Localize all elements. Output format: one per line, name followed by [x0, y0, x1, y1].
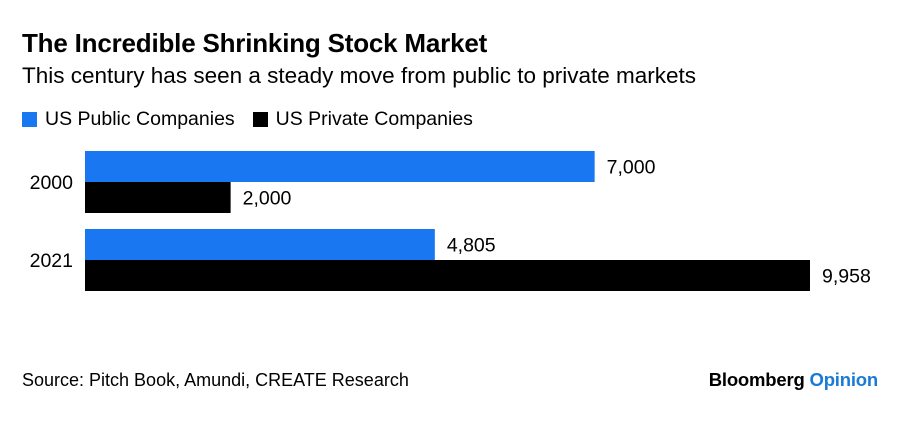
legend-item-private: US Private Companies: [252, 108, 473, 131]
chart-subtitle: This century has seen a steady move from…: [22, 63, 697, 88]
data-label-private-2021: 9,958: [822, 266, 871, 288]
legend-label-public: US Public Companies: [45, 108, 235, 130]
legend: US Public Companies US Private Companies: [22, 108, 491, 131]
data-label-public-2021: 4,805: [447, 235, 496, 257]
source-note: Source: Pitch Book, Amundi, CREATE Resea…: [22, 370, 409, 390]
legend-swatch-private: [252, 112, 268, 127]
y-tick-label-2000: 2000: [30, 172, 74, 194]
chart-title: The Incredible Shrinking Stock Market: [22, 28, 488, 58]
bloomberg-opinion-logo: Bloomberg Opinion: [709, 369, 878, 391]
y-tick-label-2021: 2021: [30, 250, 73, 272]
legend-item-public: US Public Companies: [22, 108, 235, 131]
bar-chart: 2000 7,000 2,000 2021 4,805 9,958: [30, 151, 871, 291]
bar-public-2021: [85, 229, 435, 260]
brand-name: Bloomberg: [708, 369, 805, 390]
legend-label-private: US Private Companies: [275, 108, 473, 130]
bar-private-2021: [85, 260, 810, 291]
data-label-private-2000: 2,000: [243, 188, 292, 210]
bar-private-2000: [85, 182, 231, 213]
legend-swatch-public: [22, 112, 37, 127]
brand-suffix: Opinion: [809, 369, 879, 390]
data-label-public-2000: 7,000: [607, 157, 656, 179]
bar-public-2000: [85, 151, 595, 182]
